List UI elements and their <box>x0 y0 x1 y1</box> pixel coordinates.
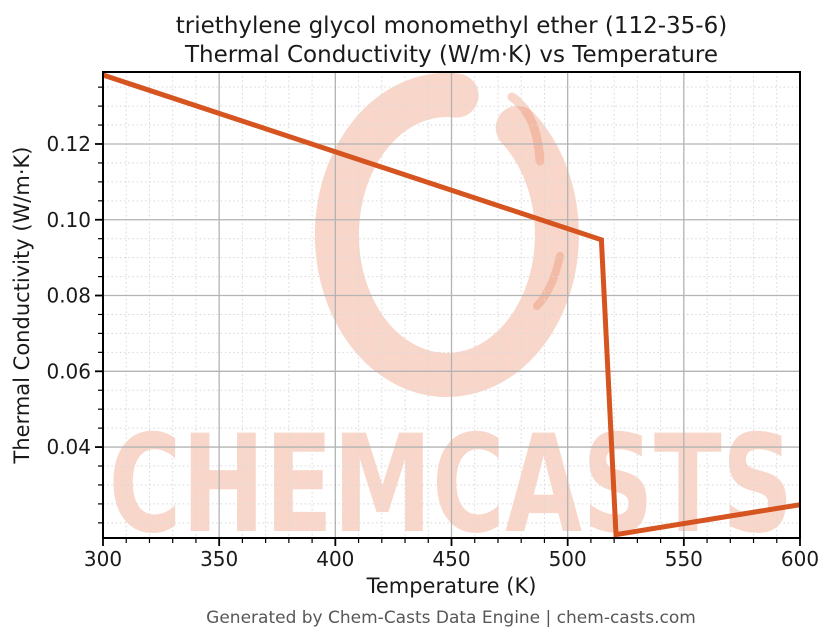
watermark-brush-flick-icon <box>533 252 564 310</box>
tick-marks <box>95 86 801 546</box>
x-tick-label: 600 <box>781 547 819 571</box>
y-tick-label: 0.12 <box>46 132 91 156</box>
x-tick-label: 350 <box>200 547 238 571</box>
y-tick-label: 0.06 <box>46 359 91 383</box>
y-tick-label: 0.04 <box>46 435 91 459</box>
chart-title: triethylene glycol monomethyl ether (112… <box>103 12 800 70</box>
grid-major <box>103 72 800 538</box>
y-tick-label: 0.08 <box>46 284 91 308</box>
watermark-brush-tail-icon <box>507 92 545 166</box>
x-tick-label: 550 <box>665 547 703 571</box>
footer-credit-text: Generated by Chem-Casts Data Engine | ch… <box>206 608 696 628</box>
axes-spines <box>102 71 801 539</box>
chart-title-line1: triethylene glycol monomethyl ether (112… <box>175 13 728 39</box>
y-tick-label: 0.10 <box>46 208 91 232</box>
chart-title-line2: Thermal Conductivity (W/m·K) vs Temperat… <box>184 42 719 68</box>
x-tick-labels: 300 350 400 450 500 550 600 <box>84 547 819 571</box>
x-tick-label: 400 <box>316 547 354 571</box>
x-tick-label: 450 <box>432 547 470 571</box>
x-axis-label: Temperature (K) <box>366 574 537 598</box>
data-line <box>103 72 800 538</box>
x-tick-label: 500 <box>549 547 587 571</box>
x-tick-label: 300 <box>84 547 122 571</box>
footer-credit: Generated by Chem-Casts Data Engine | ch… <box>0 608 836 628</box>
y-tick-labels: 0.04 0.06 0.08 0.10 0.12 <box>46 132 91 459</box>
